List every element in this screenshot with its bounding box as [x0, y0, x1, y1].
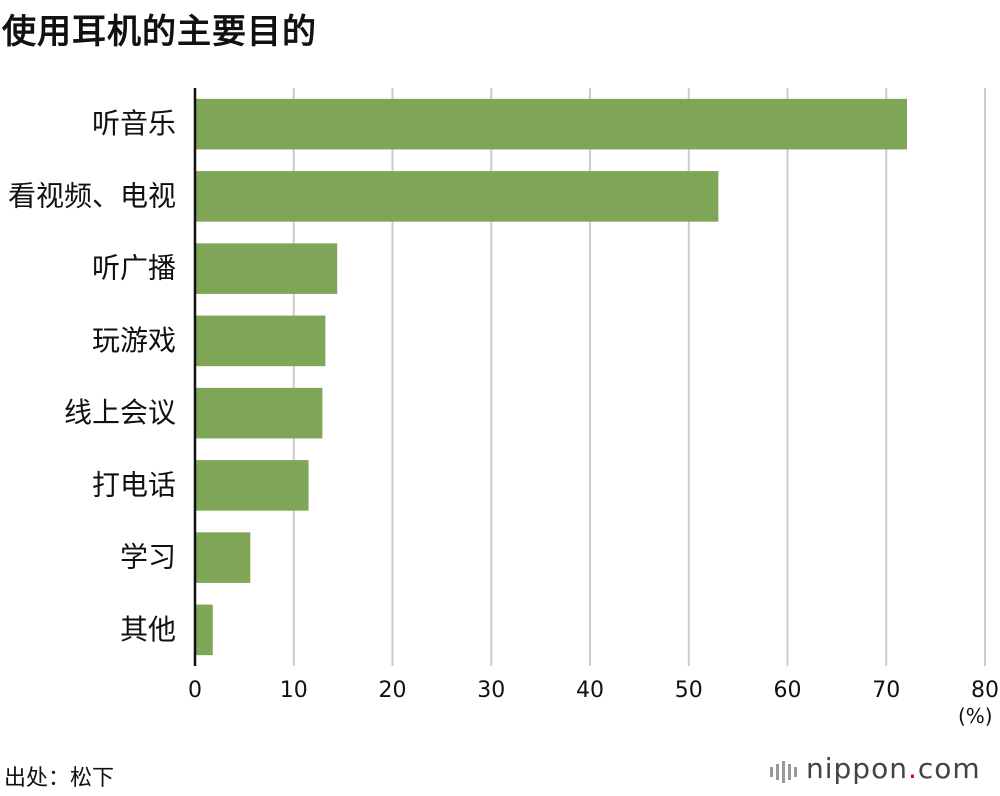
x-tick-label: 70	[872, 678, 900, 703]
x-tick-labels: 0 10 20 30 40 50 60 70 80	[188, 678, 999, 703]
bar	[195, 460, 309, 511]
category-label: 其他	[120, 613, 176, 646]
category-label: 听音乐	[92, 107, 176, 140]
x-tick-label: 20	[379, 678, 407, 703]
category-label: 玩游戏	[92, 324, 176, 357]
category-label: 听广播	[92, 252, 176, 285]
brand-name: nippon	[806, 752, 908, 785]
source-note: 出处：松下	[4, 766, 115, 791]
bar	[195, 243, 338, 294]
category-label: 看视频、电视	[8, 179, 176, 212]
chart-title: 使用耳机的主要目的	[2, 12, 317, 52]
x-tick-label: 50	[675, 678, 703, 703]
bar	[195, 171, 719, 222]
brand-logo: nippon.com	[770, 752, 981, 787]
bars	[195, 98, 907, 656]
bar	[195, 604, 213, 656]
brand-stripes-icon	[770, 754, 800, 787]
category-label: 学习	[120, 541, 176, 574]
bar	[195, 387, 323, 439]
x-tick-label: 10	[280, 678, 308, 703]
bar	[195, 315, 326, 367]
brand-tld: com	[917, 752, 981, 785]
category-label: 线上会议	[64, 396, 176, 429]
x-tick-label: 30	[477, 678, 505, 703]
x-tick-label: 60	[774, 678, 802, 703]
category-label: 打电话	[92, 468, 176, 501]
x-tick-label: 80	[971, 678, 999, 703]
bar	[195, 532, 251, 583]
brand-dot: .	[907, 752, 918, 785]
x-tick-label: 40	[576, 678, 604, 703]
bar	[195, 98, 907, 150]
x-tick-label: 0	[188, 678, 202, 703]
axis-unit-label: (%)	[958, 704, 993, 728]
